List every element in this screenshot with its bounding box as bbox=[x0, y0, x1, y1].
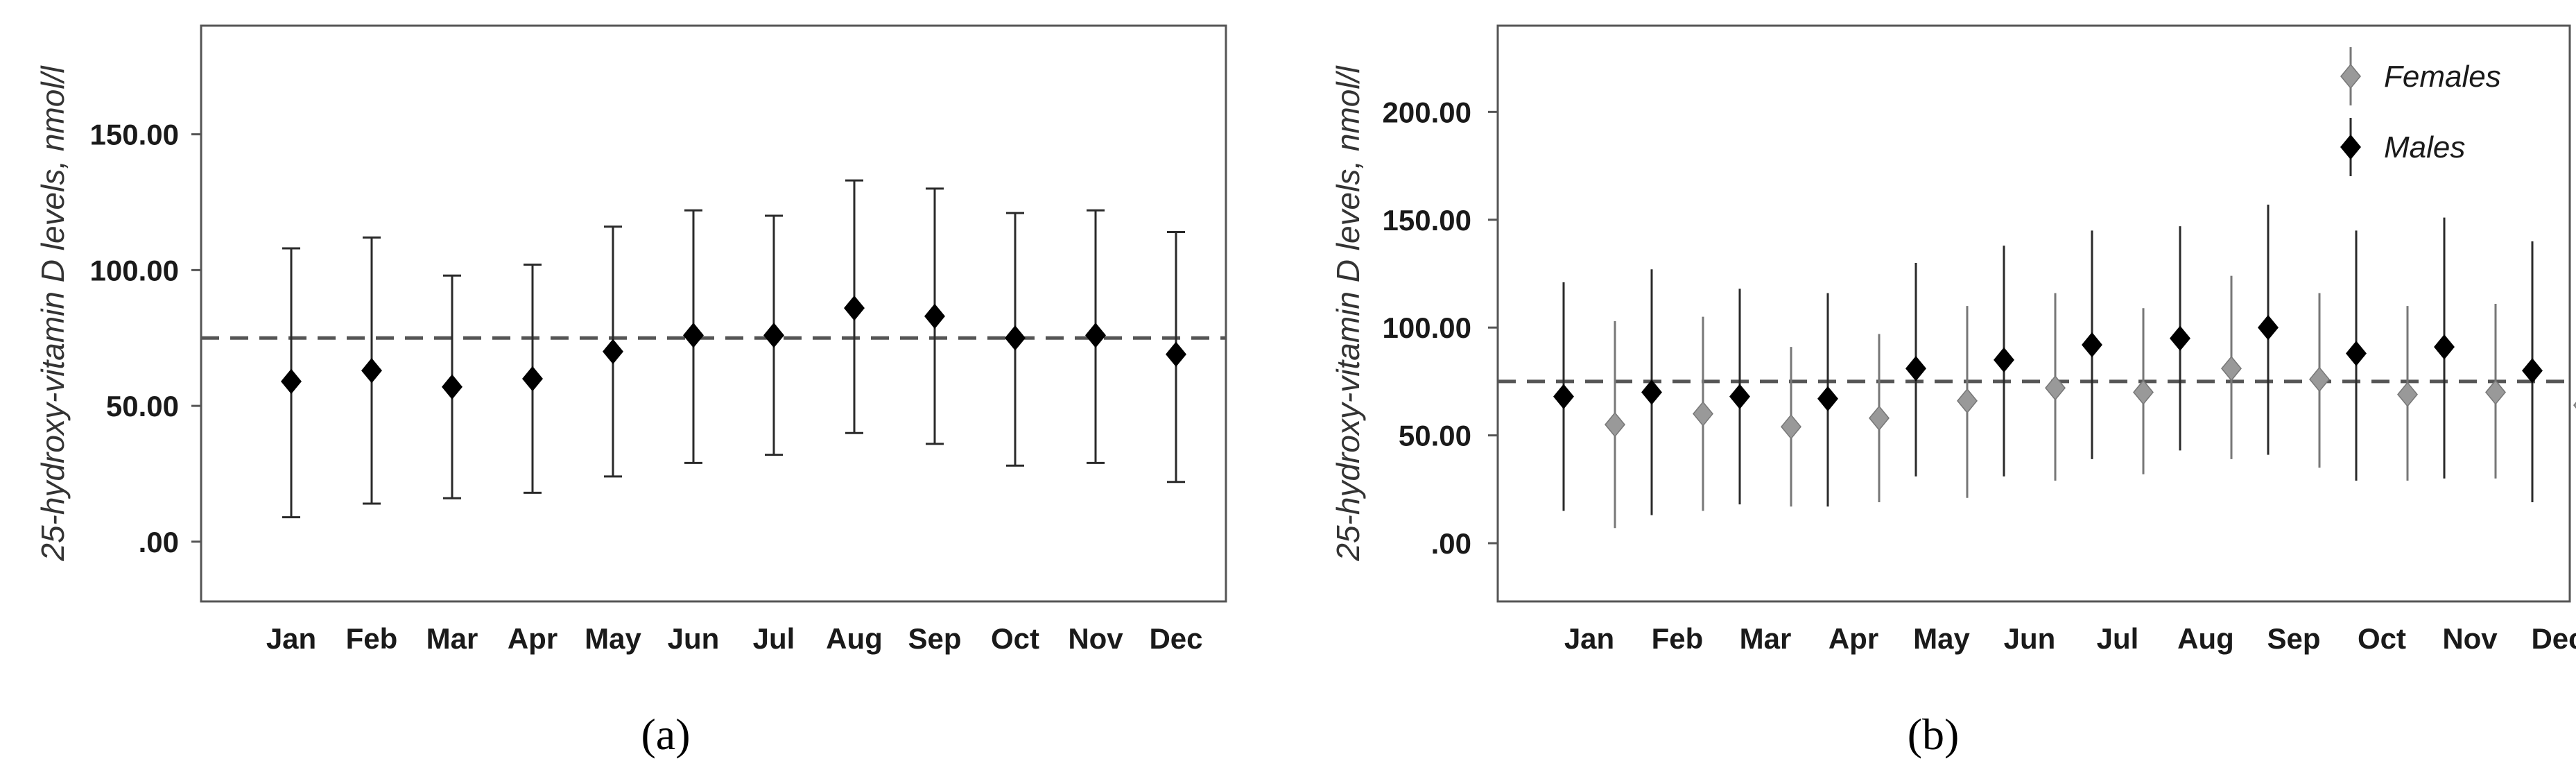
panel-caption: (b) bbox=[1908, 710, 1960, 759]
x-tick-label: Dec bbox=[2531, 622, 2576, 655]
x-tick-label: Mar bbox=[1740, 622, 1792, 655]
data-point-marker bbox=[2522, 358, 2543, 384]
data-point-marker bbox=[1553, 384, 1574, 409]
y-tick-label: .00 bbox=[1431, 527, 1471, 560]
panel-b-chart: .00 50.00 100.00 150.00 200.00 25-hydroxy-vit… bbox=[1330, 24, 2576, 759]
y-tick-label: 150.00 bbox=[1383, 204, 1471, 237]
data-point-marker bbox=[1905, 356, 1926, 382]
data-point-marker bbox=[1869, 405, 1890, 431]
y-tick-label: 200.00 bbox=[1383, 96, 1471, 128]
x-tick-label: Sep bbox=[908, 622, 961, 655]
data-point-marker bbox=[281, 368, 302, 395]
x-tick-label: Jul bbox=[753, 622, 795, 655]
y-tick-label: 50.00 bbox=[106, 390, 179, 422]
x-tick-label: Jan bbox=[266, 622, 316, 655]
data-point-marker bbox=[1817, 386, 1838, 411]
y-tick-label: .00 bbox=[139, 526, 179, 558]
data-point-marker bbox=[2221, 356, 2242, 382]
x-tick-label: Nov bbox=[2442, 622, 2498, 655]
data-point-marker bbox=[924, 303, 945, 329]
data-point-marker bbox=[1605, 411, 1625, 438]
data-point-marker bbox=[1085, 323, 1106, 348]
y-tick-label: 50.00 bbox=[1399, 420, 1471, 452]
x-tick-label: Apr bbox=[1829, 622, 1878, 655]
x-tick-label: Feb bbox=[1652, 622, 1704, 655]
y-tick-label: 100.00 bbox=[90, 254, 179, 286]
data-point-marker bbox=[763, 323, 784, 348]
data-point-marker bbox=[844, 295, 865, 321]
legend-marker bbox=[2340, 63, 2361, 89]
legend-label: Males bbox=[2384, 130, 2465, 164]
panel-a-chart: .00 50.00 100.00 150.00 25-hydroxy-vitamin D… bbox=[35, 24, 1227, 759]
x-tick-label: Nov bbox=[1068, 622, 1123, 655]
data-point-marker bbox=[1693, 401, 1713, 427]
y-tick-label: 100.00 bbox=[1383, 311, 1471, 344]
x-tick-label: May bbox=[585, 622, 641, 655]
data-point-marker bbox=[1994, 347, 2014, 373]
y-axis-label: 25-hydroxy-vitamin D levels, nmol/l bbox=[35, 65, 71, 562]
data-point-marker bbox=[2045, 375, 2066, 401]
data-point-marker bbox=[2133, 379, 2154, 405]
data-point-marker bbox=[2485, 379, 2506, 405]
x-tick-label: Feb bbox=[346, 622, 398, 655]
y-tick-label: 150.00 bbox=[90, 119, 179, 151]
x-tick-label: Mar bbox=[426, 622, 478, 655]
data-point-marker bbox=[442, 374, 463, 400]
data-point-marker bbox=[1957, 388, 1978, 414]
data-point-marker bbox=[2346, 341, 2367, 366]
data-point-marker bbox=[1641, 379, 1662, 405]
x-tick-label: Sep bbox=[2267, 622, 2320, 655]
legend-marker bbox=[2340, 134, 2361, 160]
data-point-marker bbox=[683, 323, 704, 348]
data-point-marker bbox=[522, 366, 543, 392]
data-point-marker bbox=[2434, 334, 2455, 360]
plot-frame bbox=[200, 24, 1227, 603]
legend-label: Females bbox=[2384, 60, 2501, 94]
data-point-marker bbox=[2573, 402, 2576, 409]
x-tick-label: Aug bbox=[2177, 622, 2234, 655]
data-point-marker bbox=[1005, 325, 1026, 351]
x-tick-label: Jun bbox=[668, 622, 720, 655]
data-point-marker bbox=[2258, 315, 2279, 341]
data-point-marker bbox=[2309, 366, 2330, 392]
data-point-marker bbox=[2397, 382, 2418, 407]
data-point-marker bbox=[2170, 325, 2190, 351]
panel-caption: (a) bbox=[641, 710, 690, 759]
plot-frame bbox=[1496, 24, 2571, 603]
x-tick-label: Oct bbox=[991, 622, 1039, 655]
x-tick-label: Jul bbox=[2097, 622, 2139, 655]
data-point-marker bbox=[603, 339, 623, 364]
data-point-marker bbox=[1166, 341, 1186, 367]
data-point-marker bbox=[2082, 332, 2102, 358]
x-tick-label: Dec bbox=[1149, 622, 1202, 655]
x-tick-label: Oct bbox=[2358, 622, 2406, 655]
data-point-marker bbox=[1781, 414, 1801, 440]
x-tick-label: Aug bbox=[826, 622, 883, 655]
data-point-marker bbox=[1729, 384, 1750, 409]
y-axis-label: 25-hydroxy-vitamin D levels, nmol/l bbox=[1330, 65, 1366, 562]
x-tick-label: Jun bbox=[2004, 622, 2056, 655]
x-tick-label: May bbox=[1913, 622, 1970, 655]
x-tick-label: Apr bbox=[508, 622, 557, 655]
data-point-marker bbox=[361, 358, 382, 384]
x-tick-label: Jan bbox=[1564, 622, 1614, 655]
